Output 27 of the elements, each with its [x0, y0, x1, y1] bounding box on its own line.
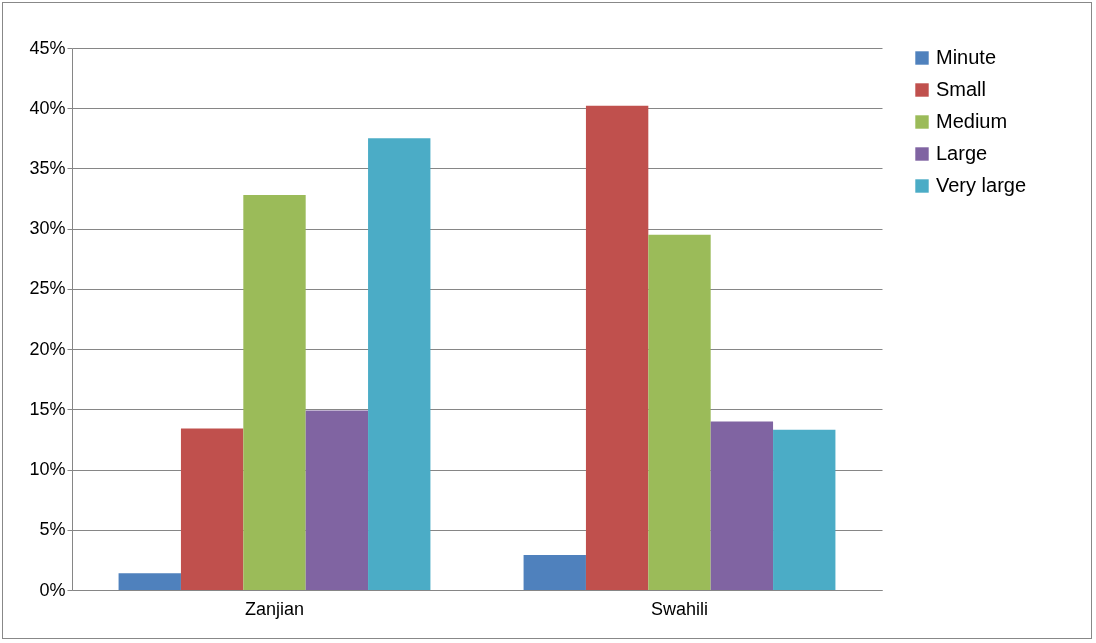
- bar: [180, 428, 244, 590]
- bar: [368, 138, 431, 590]
- x-tick-label: Swahili: [650, 598, 709, 619]
- y-tick-label: 20%: [29, 338, 66, 359]
- bar: [243, 194, 306, 590]
- bar: [773, 429, 836, 590]
- legend-label: Minute: [936, 46, 997, 68]
- y-tick-label: 25%: [29, 278, 66, 299]
- legend-label: Small: [936, 78, 987, 100]
- legend-label: Medium: [936, 110, 1008, 132]
- x-tick-label: Zanjian: [244, 598, 305, 619]
- bar: [305, 410, 369, 590]
- legend-label: Large: [936, 142, 988, 164]
- y-tick-label: 5%: [39, 519, 66, 540]
- y-tick-label: 30%: [29, 218, 66, 239]
- legend-label: Very large: [936, 174, 1027, 196]
- bar: [523, 555, 586, 590]
- bar: [648, 234, 711, 590]
- bar: [585, 105, 649, 590]
- bar: [118, 573, 181, 590]
- y-tick-label: 15%: [29, 398, 66, 419]
- y-tick-label: 0%: [39, 579, 66, 600]
- y-tick-label: 35%: [29, 157, 66, 178]
- y-tick-label: 10%: [29, 459, 66, 480]
- bar: [710, 421, 774, 590]
- y-tick-label: 40%: [29, 97, 66, 118]
- y-tick-label: 45%: [29, 37, 66, 58]
